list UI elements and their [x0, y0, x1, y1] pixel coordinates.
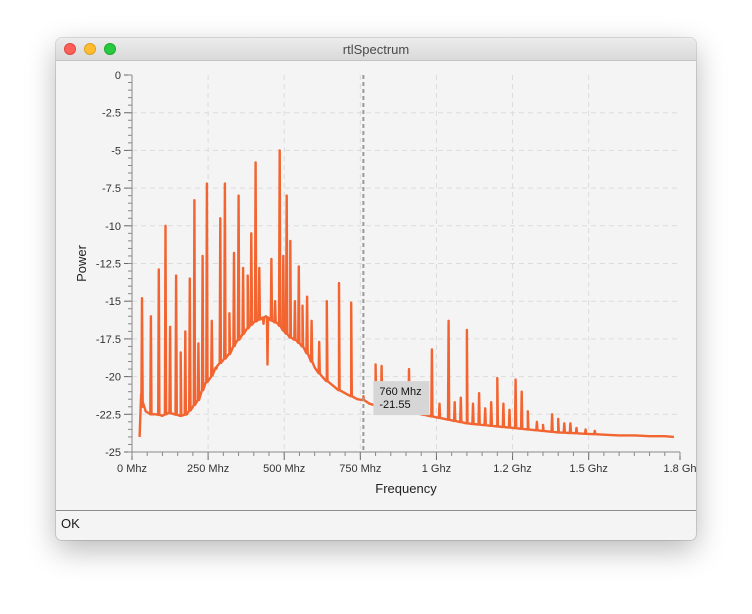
- tooltip-frequency: 760 Mhz: [379, 386, 421, 398]
- x-tick-label: 250 Mhz: [187, 463, 229, 475]
- title-bar[interactable]: rtlSpectrum: [56, 38, 696, 61]
- y-tick-label: -25: [105, 447, 121, 459]
- app-window: rtlSpectrum 0 -2.5 -5 -7.5 -10 -12.5 -15 -17.5 -…: [56, 38, 696, 540]
- tooltip-power: -21.55: [379, 399, 410, 411]
- y-tick-label: -2.5: [102, 108, 121, 120]
- zoom-button[interactable]: [104, 43, 116, 55]
- x-tick-label: 1.2 Ghz: [493, 463, 532, 475]
- y-tick-label: 0: [115, 70, 121, 82]
- status-text: OK: [61, 516, 80, 531]
- y-tick-label: -7.5: [102, 183, 121, 195]
- x-axis-title: Frequency: [375, 481, 437, 496]
- y-axis-title: Power: [74, 244, 89, 282]
- x-tick-label: 1.8 Gh: [663, 463, 696, 475]
- y-tick-label: -20: [105, 372, 121, 384]
- y-tick-label: -5: [111, 145, 121, 157]
- x-tick-label: 1.5 Ghz: [569, 463, 608, 475]
- spectrum-line: [138, 149, 674, 439]
- y-tick-label: -10: [105, 221, 121, 233]
- minimize-button[interactable]: [84, 43, 96, 55]
- close-button[interactable]: [64, 43, 76, 55]
- x-tick-label: 750 Mhz: [339, 463, 381, 475]
- y-tick-label: -17.5: [96, 334, 121, 346]
- status-divider: [56, 510, 696, 511]
- x-tick-label: 1 Ghz: [422, 463, 451, 475]
- x-tick-label: 500 Mhz: [263, 463, 305, 475]
- spectrum-chart[interactable]: 0 -2.5 -5 -7.5 -10 -12.5 -15 -17.5 -20 -22.5 -25 0 …: [56, 61, 696, 509]
- window-title: rtlSpectrum: [342, 42, 410, 57]
- x-tick-label: 0 Mhz: [117, 463, 147, 475]
- y-tick-label: -12.5: [96, 259, 121, 271]
- cursor-tooltip: [373, 381, 430, 416]
- y-tick-label: -22.5: [96, 409, 121, 421]
- y-tick-label: -15: [105, 296, 121, 308]
